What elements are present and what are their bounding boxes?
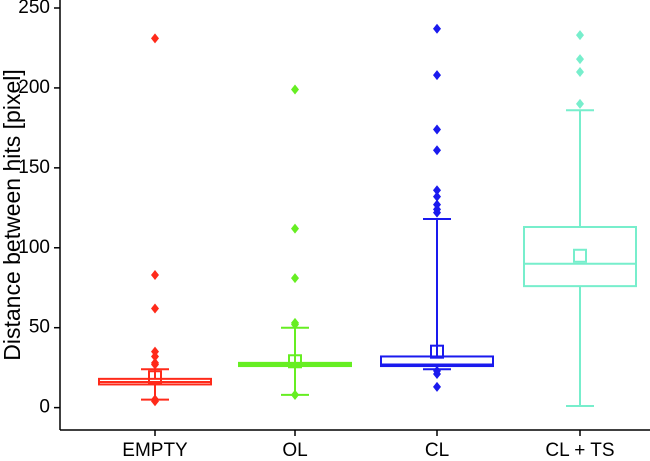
outlier: [433, 70, 441, 81]
outlier: [433, 185, 441, 196]
outlier: [576, 30, 584, 41]
outlier: [433, 145, 441, 156]
box: [523, 225, 637, 288]
outlier: [433, 124, 441, 135]
y-axis-label: Distance between hits [pixel]: [0, 69, 25, 361]
x-tick-label: CL: [425, 440, 449, 461]
y-tick-label: 250: [18, 0, 50, 18]
x-tick-label: CL + TS: [545, 440, 614, 461]
y-tick-label: 100: [18, 237, 50, 258]
outlier: [151, 359, 159, 370]
x-tick-label: OL: [282, 440, 307, 461]
outlier: [433, 23, 441, 34]
outlier: [291, 319, 299, 330]
outlier: [433, 369, 441, 380]
y-tick-label: 50: [29, 317, 50, 338]
outlier: [151, 33, 159, 44]
outlier: [433, 191, 441, 202]
outlier: [151, 269, 159, 280]
y-tick-label: 0: [39, 397, 50, 418]
outlier: [433, 381, 441, 392]
outlier: [291, 273, 299, 284]
mean: [573, 248, 587, 263]
y-tick-label: 200: [18, 77, 50, 98]
outlier: [291, 389, 299, 400]
outlier: [291, 223, 299, 234]
x-tick-label: EMPTY: [122, 440, 188, 461]
outlier: [576, 54, 584, 65]
mean: [288, 354, 302, 369]
outlier: [433, 207, 441, 218]
y-tick-label: 150: [18, 157, 50, 178]
mean: [430, 344, 444, 359]
outlier: [576, 66, 584, 77]
outlier: [151, 351, 159, 362]
mean: [148, 370, 162, 385]
outlier: [576, 98, 584, 109]
outlier: [151, 303, 159, 314]
outlier: [151, 396, 159, 407]
outlier: [291, 84, 299, 95]
